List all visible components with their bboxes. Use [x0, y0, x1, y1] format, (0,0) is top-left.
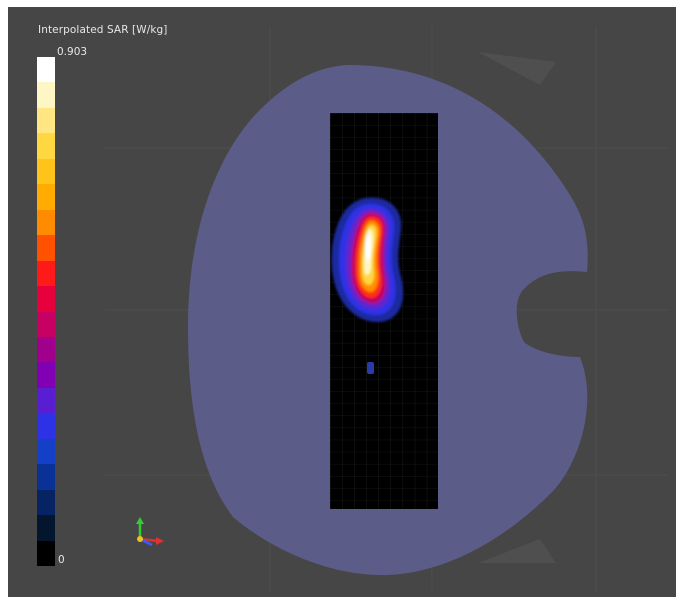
color-scale-segment — [37, 540, 55, 567]
legend-max-label: 0.903 — [57, 46, 88, 58]
sar-3d-viewport[interactable]: Interpolated SAR [W/kg] 0.903 0 — [8, 7, 676, 597]
color-scale-segment — [37, 82, 55, 108]
color-scale-segment — [37, 260, 55, 287]
background-marker-bottom — [478, 539, 556, 563]
color-scale-segment — [37, 515, 55, 541]
sar-scene[interactable] — [8, 7, 676, 597]
sar-secondary-spot — [367, 362, 374, 374]
axes-origin — [137, 536, 143, 542]
color-scale-segment — [37, 413, 55, 439]
color-scale-segment — [37, 133, 55, 159]
legend-min-label: 0 — [58, 554, 65, 566]
color-scale-segment — [37, 57, 55, 83]
color-scale-segment — [37, 438, 55, 465]
color-scale-segment — [37, 311, 55, 337]
background-marker-top — [478, 52, 556, 85]
axes-triad-icon[interactable] — [126, 515, 166, 555]
color-scale-segment — [37, 158, 55, 185]
color-scale-segment — [37, 489, 55, 516]
color-scale-segment — [37, 336, 55, 363]
color-scale-bar — [37, 57, 55, 567]
legend-title: Interpolated SAR [W/kg] — [38, 24, 168, 36]
color-scale-segment — [37, 209, 55, 236]
color-scale-segment — [37, 362, 55, 388]
color-scale-segment — [37, 235, 55, 261]
y-axis-arrowhead — [136, 517, 144, 524]
sar-hotspot — [331, 197, 404, 323]
color-scale-segment — [37, 286, 55, 312]
color-scale-segment — [37, 184, 55, 210]
color-scale-segment — [37, 464, 55, 490]
color-scale-segment — [37, 107, 55, 134]
color-scale-segment — [37, 387, 55, 414]
x-axis-arrowhead — [156, 537, 164, 545]
